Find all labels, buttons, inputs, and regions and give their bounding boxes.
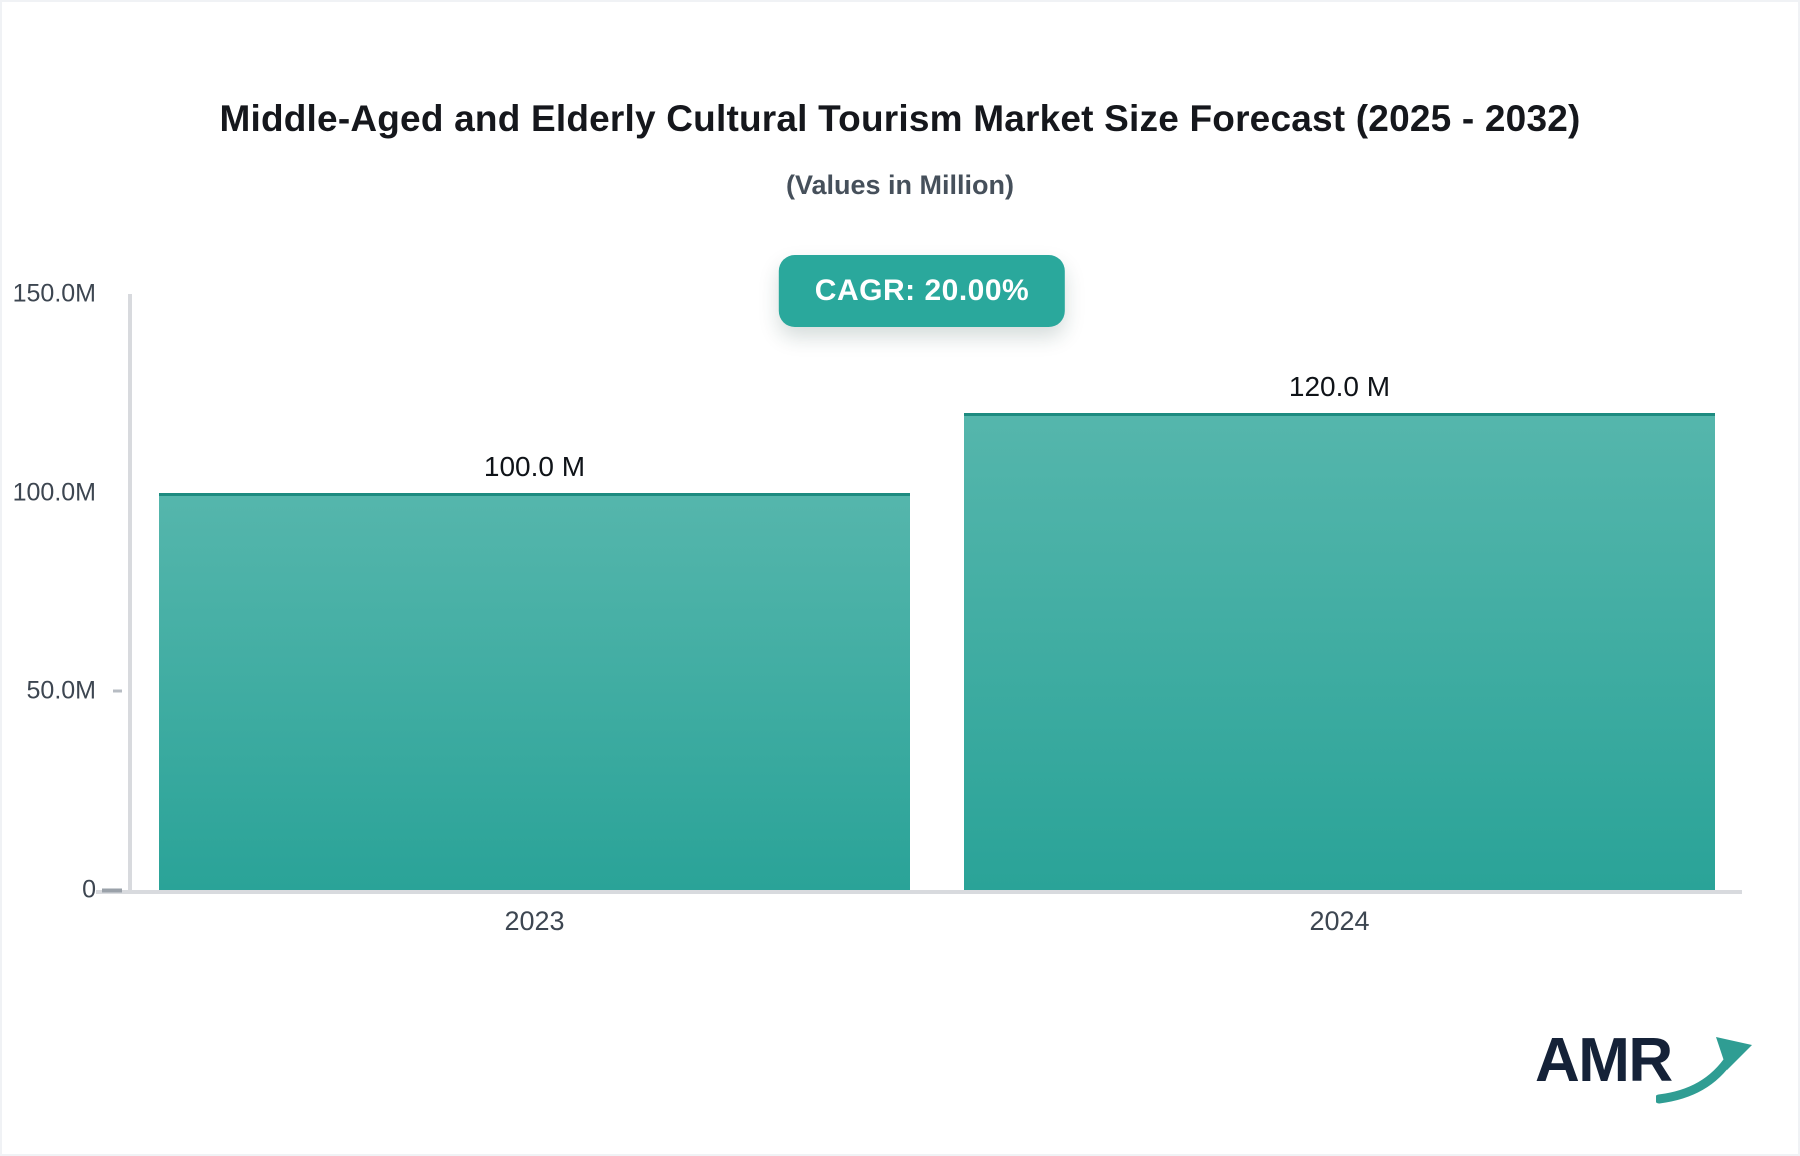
y-tick-mark (102, 888, 122, 892)
cagr-badge: CAGR: 20.00% (778, 255, 1066, 327)
bar-2024 (964, 413, 1715, 890)
y-tick: 100.0M (13, 478, 122, 507)
bar-value-label: 120.0 M (1288, 371, 1391, 403)
y-tick-mark (113, 689, 122, 693)
amr-logo-arrow-icon (1655, 1037, 1752, 1104)
bar-chart: 150.0M 100.0M 50.0M 0 100.0 M 2023 120.0 M 202… (13, 280, 1742, 936)
chart-title: Middle-Aged and Elderly Cultural Tourism… (219, 98, 1581, 139)
y-tick-mark-zone (96, 689, 122, 693)
bars-area: 100.0 M 2023 120.0 M 2024 (132, 294, 1742, 936)
bar-group-2023: 100.0 M 2023 (132, 294, 937, 936)
y-tick-label: 50.0M (26, 676, 96, 705)
amr-logo-text: AMR (1535, 1026, 1673, 1095)
y-tick-label: 150.0M (12, 279, 96, 308)
y-tick-label: 0 (82, 875, 96, 904)
y-tick: 0 (82, 876, 122, 905)
x-axis-line (96, 890, 1742, 894)
x-axis-label: 2023 (504, 906, 565, 936)
y-tick: 150.0M (13, 280, 122, 309)
y-tick-label: 100.0M (12, 478, 96, 507)
bar-2023 (159, 492, 910, 890)
x-axis-label: 2024 (1309, 906, 1370, 936)
y-tick: 50.0M (27, 677, 122, 706)
y-tick-mark-zone (96, 888, 122, 892)
chart-subtitle: (Values in Million) (785, 170, 1015, 200)
bar-value-label: 100.0 M (483, 450, 586, 482)
y-axis-line (128, 294, 132, 894)
bar-group-2024: 120.0 M 2024 (937, 294, 1742, 936)
amr-logo: AMR (1535, 1030, 1760, 1106)
